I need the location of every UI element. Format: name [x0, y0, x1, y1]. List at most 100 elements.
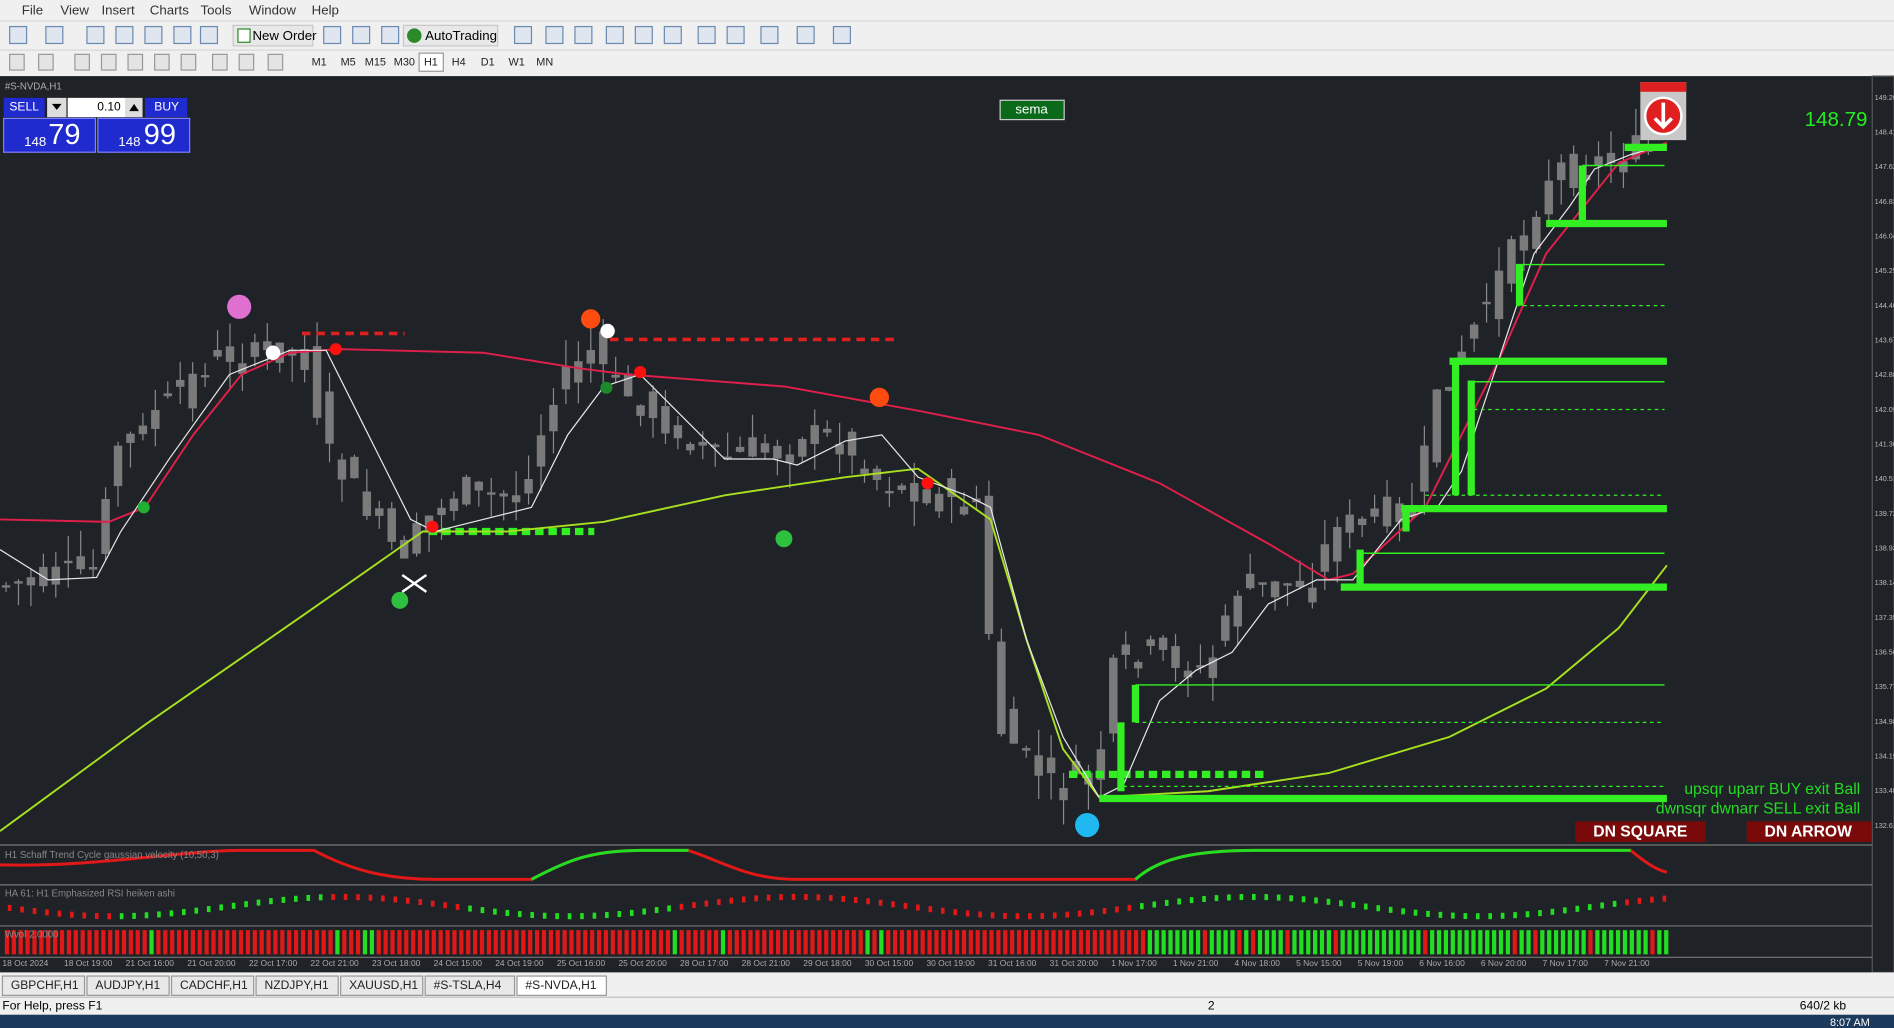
tool-icon[interactable] — [180, 53, 197, 71]
tool-icon[interactable] — [352, 25, 371, 45]
dn-arrow-button[interactable] — [1746, 821, 1872, 842]
tool-icon[interactable] — [634, 25, 653, 45]
volume-bar — [445, 930, 450, 955]
menu-item[interactable]: Tools — [201, 2, 232, 17]
rsi-dot — [990, 912, 995, 919]
dn-square-button[interactable] — [1575, 821, 1706, 842]
tool-icon[interactable] — [9, 25, 28, 45]
tool-icon[interactable] — [832, 25, 851, 45]
menu-item[interactable]: File — [22, 2, 43, 17]
timeframe[interactable]: MN — [536, 57, 553, 69]
volume-bar — [1374, 930, 1380, 955]
tool-icon[interactable] — [9, 53, 25, 71]
volume-bar — [1092, 930, 1097, 955]
rsi-dot — [1413, 909, 1418, 916]
volume-bar — [1436, 930, 1442, 955]
menu-item[interactable]: Window — [249, 2, 297, 17]
dn-arrow-label: DN ARROW — [1765, 823, 1853, 840]
tool-icon[interactable] — [238, 53, 255, 71]
candle-body — [1382, 496, 1392, 527]
volume-bar — [225, 930, 230, 955]
tool-icon[interactable] — [199, 25, 219, 45]
timeframe[interactable]: D1 — [481, 57, 495, 69]
tool-icon[interactable] — [381, 25, 400, 45]
tool-icon[interactable] — [323, 25, 342, 45]
x-axis-label: 29 Oct 18:00 — [803, 958, 852, 968]
tool-icon[interactable] — [663, 25, 682, 45]
tool-icon[interactable] — [173, 25, 192, 45]
volume-bar — [266, 930, 271, 955]
tab[interactable] — [170, 975, 255, 996]
rsi-dot — [679, 903, 684, 910]
tool-icon[interactable] — [545, 25, 564, 45]
tool-icon[interactable] — [211, 53, 228, 71]
tab[interactable] — [340, 975, 424, 996]
tab-active[interactable] — [516, 975, 607, 996]
rsi-dot — [717, 898, 721, 906]
buy-button[interactable] — [144, 97, 188, 118]
tool-icon[interactable] — [86, 25, 105, 45]
rsi-dot — [219, 904, 223, 911]
buy-price-box[interactable] — [97, 117, 191, 153]
tool-icon[interactable] — [605, 25, 624, 45]
menu-item[interactable]: Charts — [150, 2, 189, 17]
rsi-dot — [206, 906, 211, 913]
candle-body — [487, 492, 496, 495]
tool-icon[interactable] — [144, 25, 163, 45]
rsi-dot — [107, 913, 112, 920]
tab[interactable] — [424, 975, 516, 996]
volume-bar — [1195, 930, 1201, 955]
tool-icon[interactable] — [726, 25, 745, 45]
tool-icon[interactable] — [115, 25, 134, 45]
rsi-dot — [1177, 898, 1181, 905]
tab[interactable] — [255, 975, 339, 996]
timeframe[interactable]: M1 — [312, 57, 327, 69]
timeframe[interactable]: H4 — [452, 57, 466, 69]
timeframe[interactable]: M15 — [365, 57, 386, 69]
candle-body — [1233, 595, 1242, 627]
tool-icon[interactable] — [796, 25, 815, 45]
volume-bar — [1223, 930, 1228, 955]
tool-icon[interactable] — [74, 53, 90, 71]
volume-bar — [438, 930, 443, 955]
menu-item[interactable]: Help — [312, 2, 339, 17]
tool-icon[interactable] — [154, 53, 170, 71]
timeframe[interactable]: M5 — [341, 57, 356, 69]
tool-icon[interactable] — [127, 53, 144, 71]
tab[interactable] — [86, 975, 170, 996]
menu-item[interactable]: View — [60, 2, 89, 17]
new-order-button[interactable] — [232, 24, 314, 47]
sell-price-box[interactable] — [3, 117, 97, 153]
volume-bar — [920, 930, 925, 955]
volume-bar — [514, 930, 519, 955]
tool-icon[interactable] — [513, 25, 533, 45]
rsi-dot — [642, 908, 646, 915]
rsi-dot — [1214, 895, 1219, 902]
timeframe[interactable]: M30 — [394, 57, 415, 69]
menu-item[interactable]: Insert — [101, 2, 134, 17]
rsi-dot — [356, 894, 360, 901]
timeframe[interactable]: H1 — [424, 57, 438, 69]
tool-icon[interactable] — [574, 25, 593, 45]
tool-icon[interactable] — [38, 53, 54, 71]
volume-bar — [658, 930, 664, 955]
ball — [1075, 812, 1100, 838]
timeframe[interactable]: W1 — [509, 57, 525, 69]
price-axis-label: 146.83 — [1875, 197, 1894, 206]
lot-input[interactable] — [67, 97, 126, 118]
rsi-dot — [331, 893, 335, 901]
rsi-dot — [741, 896, 746, 903]
sell-button[interactable] — [3, 97, 45, 118]
tool-icon[interactable] — [45, 25, 64, 45]
sema-button[interactable] — [999, 99, 1065, 121]
rsi-dot — [1525, 911, 1530, 918]
tool-icon[interactable] — [267, 53, 284, 71]
autotrading-button[interactable] — [402, 24, 499, 47]
tool-icon[interactable] — [760, 25, 779, 45]
tool-icon[interactable] — [697, 25, 716, 45]
tab[interactable] — [1, 975, 86, 996]
tool-icon[interactable] — [100, 53, 117, 71]
volume-bar — [473, 930, 478, 955]
x-axis-label: 18 Oct 19:00 — [64, 958, 113, 968]
rsi-dot — [430, 900, 435, 907]
